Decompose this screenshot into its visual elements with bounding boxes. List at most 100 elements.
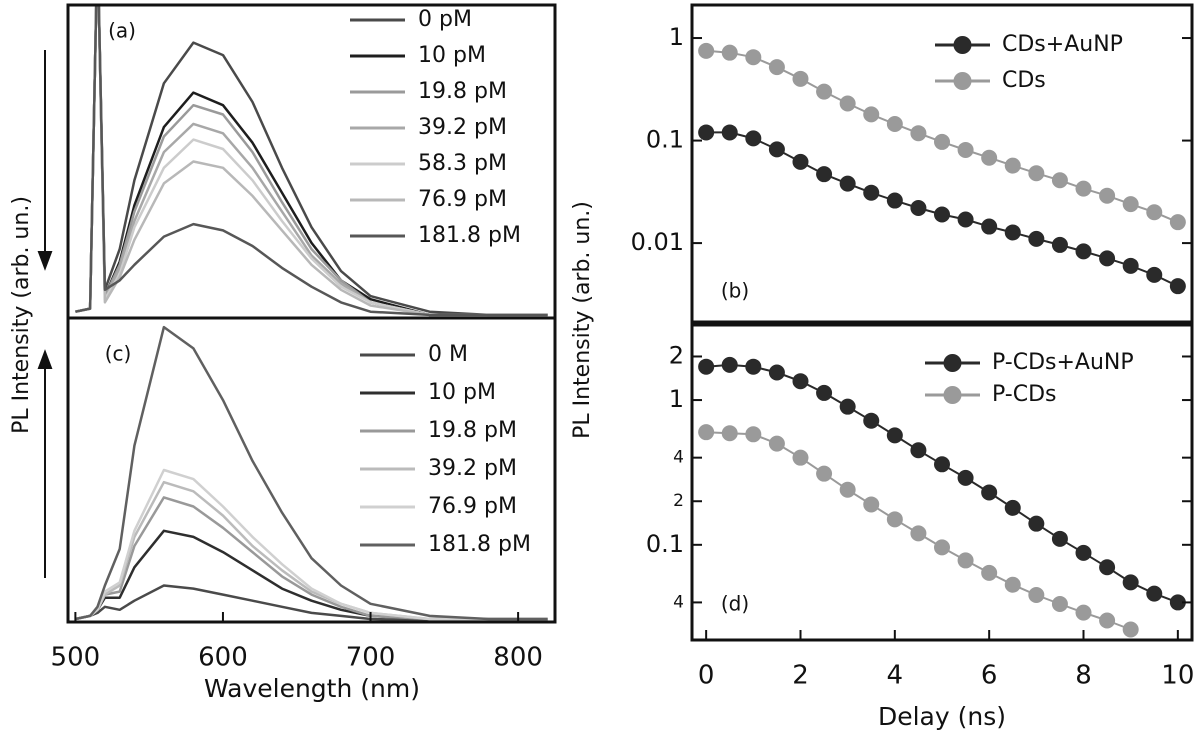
marker — [934, 539, 950, 556]
marker — [886, 192, 903, 209]
arrow-down — [37, 50, 53, 271]
y-tick-label: 4 — [673, 448, 684, 468]
plot-area — [698, 356, 1186, 638]
marker — [1099, 187, 1116, 204]
y-axis-label: PL Intensity (arb. un.) — [570, 201, 595, 439]
marker — [863, 184, 880, 201]
marker — [768, 59, 785, 76]
marker — [934, 133, 950, 150]
marker — [957, 552, 974, 569]
marker — [910, 199, 927, 216]
marker — [1004, 157, 1021, 174]
marker — [792, 70, 809, 87]
marker — [1051, 530, 1068, 547]
marker — [981, 564, 998, 581]
marker — [1075, 604, 1092, 621]
marker — [1169, 278, 1186, 295]
marker — [1099, 612, 1116, 629]
marker — [816, 83, 833, 100]
y-tick-label: 4 — [673, 592, 684, 612]
marker — [1099, 250, 1116, 267]
legend-marker — [953, 72, 972, 90]
marker — [721, 44, 738, 61]
marker — [981, 484, 998, 501]
plot-area — [75, 5, 548, 317]
marker — [863, 412, 880, 429]
x-tick-label: 2 — [792, 661, 809, 691]
marker — [1028, 165, 1045, 182]
series-line — [75, 325, 548, 621]
arrow-up — [37, 349, 53, 578]
marker — [910, 442, 927, 459]
x-tick-label: 10 — [1161, 661, 1194, 691]
marker — [910, 525, 927, 542]
x-tick-label: 0 — [698, 661, 715, 691]
x-tick-label: 800 — [493, 643, 543, 673]
marker — [1051, 172, 1068, 189]
y-tick-label: 0.1 — [646, 126, 684, 154]
legend-label: 19.8 pM — [418, 79, 507, 104]
marker — [1028, 587, 1045, 604]
series-line — [75, 468, 548, 621]
legend-label: CDs+AuNP — [1002, 32, 1123, 57]
marker — [910, 125, 927, 142]
marker — [745, 49, 762, 66]
marker — [721, 124, 738, 141]
marker — [839, 481, 856, 498]
marker — [1146, 585, 1163, 602]
x-axis-label: Delay (ns) — [878, 702, 1006, 731]
marker — [957, 141, 974, 158]
marker — [981, 149, 998, 166]
marker — [957, 469, 974, 486]
marker — [839, 398, 856, 415]
marker — [957, 211, 974, 228]
marker — [1028, 230, 1045, 247]
legend-label: 0 pM — [418, 7, 472, 32]
marker — [768, 435, 785, 452]
x-tick-label: 700 — [346, 643, 396, 673]
marker — [1169, 214, 1186, 231]
legend-label: 10 pM — [428, 380, 496, 405]
marker — [745, 130, 762, 147]
legend-label: 39.2 pM — [428, 456, 517, 481]
x-tick-label: 4 — [887, 661, 904, 691]
marker — [1122, 257, 1139, 274]
marker — [1051, 236, 1068, 253]
marker — [792, 153, 809, 170]
marker — [934, 206, 950, 223]
y-tick-label: 0.01 — [631, 228, 684, 256]
legend-label: 76.9 pM — [418, 187, 507, 212]
marker — [1075, 243, 1092, 260]
legend-label: P-CDs — [992, 382, 1057, 407]
marker — [1004, 499, 1021, 516]
legend-label: 10 pM — [418, 43, 486, 68]
marker — [1075, 180, 1092, 197]
plot-area — [698, 42, 1186, 295]
plot-area — [75, 325, 548, 622]
marker — [792, 373, 809, 390]
legend-label: 39.2 pM — [418, 115, 507, 140]
marker — [1146, 266, 1163, 283]
panel-frame — [690, 323, 1194, 642]
x-tick-label: 6 — [981, 661, 998, 691]
marker — [698, 424, 715, 441]
legend-label: 58.3 pM — [418, 151, 507, 176]
marker — [886, 116, 903, 133]
series-line — [75, 584, 548, 622]
x-axis-label: Wavelength (nm) — [204, 674, 420, 703]
panel-label: (b) — [721, 279, 749, 303]
marker — [839, 175, 856, 192]
x-tick-label: 500 — [51, 643, 101, 673]
legend-label: P-CDs+AuNP — [992, 350, 1134, 375]
marker — [1004, 224, 1021, 241]
marker — [886, 511, 903, 528]
marker — [1122, 574, 1139, 591]
legend-label: 19.8 pM — [428, 418, 517, 443]
y-tick-label: 1 — [669, 385, 684, 413]
marker — [816, 166, 833, 183]
marker — [1146, 204, 1163, 221]
marker — [863, 496, 880, 513]
marker — [1122, 196, 1139, 213]
legend-marker — [943, 354, 962, 372]
